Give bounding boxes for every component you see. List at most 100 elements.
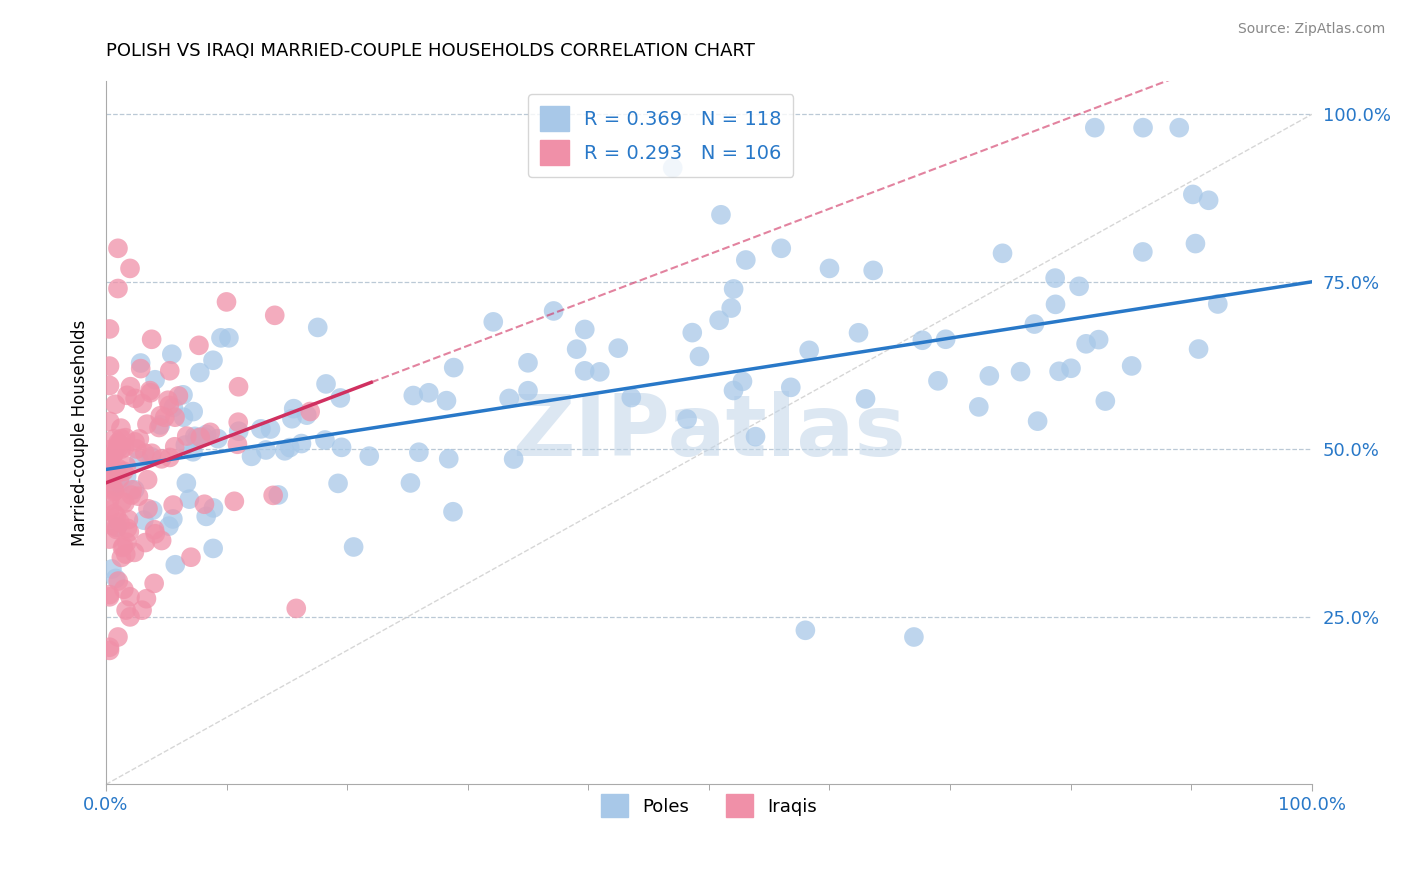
- Point: [731, 375, 754, 389]
- Point: [263, 308, 285, 322]
- Point: [226, 437, 249, 451]
- Point: [991, 246, 1014, 260]
- Point: [172, 410, 194, 425]
- Point: [661, 161, 683, 175]
- Point: [132, 513, 155, 527]
- Point: [1198, 194, 1220, 208]
- Point: [139, 385, 162, 400]
- Point: [139, 450, 162, 464]
- Point: [98, 503, 121, 517]
- Point: [172, 388, 194, 402]
- Point: [157, 519, 180, 533]
- Point: [207, 432, 229, 446]
- Point: [1087, 333, 1109, 347]
- Point: [285, 601, 308, 615]
- Point: [1206, 297, 1229, 311]
- Point: [114, 547, 136, 561]
- Point: [115, 458, 138, 473]
- Point: [179, 492, 201, 507]
- Point: [607, 341, 630, 355]
- Point: [136, 473, 159, 487]
- Point: [1045, 297, 1067, 311]
- Point: [290, 436, 312, 450]
- Point: [162, 401, 184, 415]
- Point: [226, 415, 249, 429]
- Point: [443, 360, 465, 375]
- Point: [903, 630, 925, 644]
- Point: [1121, 359, 1143, 373]
- Point: [441, 505, 464, 519]
- Point: [283, 401, 305, 416]
- Point: [157, 399, 180, 413]
- Point: [127, 489, 149, 503]
- Point: [112, 582, 135, 597]
- Point: [181, 444, 204, 458]
- Point: [129, 361, 152, 376]
- Point: [228, 380, 250, 394]
- Point: [281, 411, 304, 425]
- Point: [124, 434, 146, 449]
- Point: [437, 451, 460, 466]
- Point: [98, 643, 121, 657]
- Point: [114, 441, 136, 455]
- Point: [112, 464, 135, 478]
- Point: [184, 429, 207, 443]
- Point: [574, 322, 596, 336]
- Point: [224, 494, 246, 508]
- Point: [143, 373, 166, 387]
- Point: [517, 384, 540, 398]
- Point: [124, 483, 146, 497]
- Point: [186, 431, 208, 445]
- Point: [105, 523, 128, 537]
- Point: [148, 420, 170, 434]
- Point: [163, 440, 186, 454]
- Point: [107, 281, 129, 295]
- Point: [135, 591, 157, 606]
- Point: [111, 541, 134, 555]
- Point: [1184, 236, 1206, 251]
- Point: [107, 630, 129, 644]
- Point: [676, 412, 699, 426]
- Point: [188, 430, 211, 444]
- Point: [98, 590, 121, 604]
- Point: [150, 451, 173, 466]
- Point: [100, 518, 122, 533]
- Point: [143, 526, 166, 541]
- Point: [482, 315, 505, 329]
- Point: [734, 252, 756, 267]
- Point: [101, 466, 124, 480]
- Point: [744, 430, 766, 444]
- Point: [1060, 361, 1083, 376]
- Point: [115, 388, 138, 402]
- Point: [131, 603, 153, 617]
- Point: [399, 475, 422, 490]
- Point: [209, 331, 232, 345]
- Point: [1043, 271, 1066, 285]
- Point: [502, 452, 524, 467]
- Point: [267, 488, 290, 502]
- Point: [110, 550, 132, 565]
- Point: [103, 447, 125, 461]
- Point: [141, 446, 163, 460]
- Point: [1084, 120, 1107, 135]
- Point: [120, 488, 142, 502]
- Text: Source: ZipAtlas.com: Source: ZipAtlas.com: [1237, 22, 1385, 37]
- Point: [498, 392, 520, 406]
- Point: [112, 539, 135, 553]
- Point: [402, 388, 425, 402]
- Point: [967, 400, 990, 414]
- Text: POLISH VS IRAQI MARRIED-COUPLE HOUSEHOLDS CORRELATION CHART: POLISH VS IRAQI MARRIED-COUPLE HOUSEHOLD…: [105, 42, 755, 60]
- Point: [124, 392, 146, 406]
- Point: [408, 445, 430, 459]
- Point: [120, 379, 142, 393]
- Point: [98, 453, 121, 467]
- Point: [228, 424, 250, 438]
- Point: [105, 520, 128, 534]
- Point: [174, 438, 197, 452]
- Point: [129, 356, 152, 370]
- Point: [314, 433, 336, 447]
- Point: [125, 442, 148, 456]
- Point: [794, 624, 817, 638]
- Point: [101, 448, 124, 462]
- Point: [278, 441, 301, 455]
